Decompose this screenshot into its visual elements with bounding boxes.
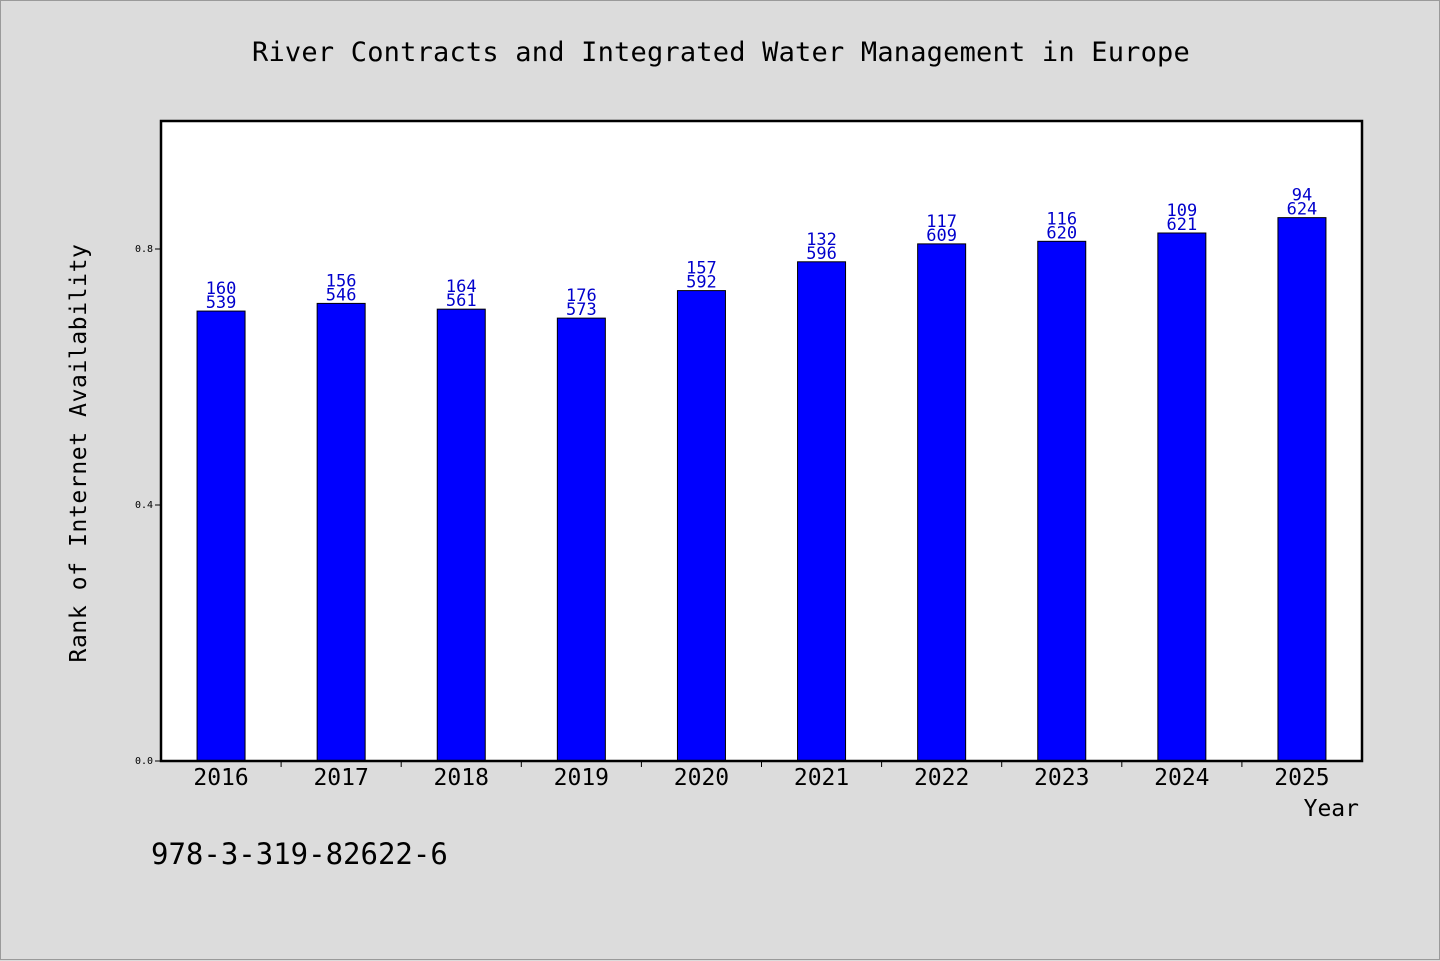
x-tick-label: 2017	[313, 765, 368, 791]
data-label-top: 117	[926, 212, 957, 232]
data-label-top: 176	[566, 286, 597, 306]
isbn-text: 978-3-319-82622-6	[151, 837, 448, 871]
x-tick-label: 2022	[914, 765, 969, 791]
y-tick-label: 0.4	[135, 500, 153, 511]
data-label-bottom: 620	[1046, 223, 1077, 243]
data-label-bottom: 546	[326, 285, 357, 305]
data-label-bottom: 561	[446, 291, 477, 311]
data-label-bottom: 573	[566, 300, 597, 320]
bar	[316, 302, 366, 762]
bar	[676, 290, 726, 762]
data-label-top: 116	[1046, 209, 1077, 229]
bar	[1277, 217, 1327, 762]
x-axis-label: Year	[1303, 796, 1359, 822]
y-tick-label: 0.0	[135, 756, 153, 767]
data-label-bottom: 592	[686, 273, 717, 293]
y-tick-label: 0.8	[135, 244, 153, 255]
x-tick-label: 2016	[193, 765, 248, 791]
data-label-top: 156	[326, 271, 357, 291]
data-label-bottom: 609	[926, 226, 957, 246]
x-tick-label: 2021	[794, 765, 849, 791]
bar	[797, 261, 847, 762]
x-tick-label: 2019	[554, 765, 609, 791]
data-label-bottom: 624	[1287, 200, 1318, 220]
data-label-bottom: 539	[206, 293, 237, 313]
x-tick-label: 2025	[1274, 765, 1329, 791]
data-label-top: 94	[1292, 186, 1312, 206]
data-label-top: 109	[1166, 201, 1197, 221]
bar	[556, 317, 606, 762]
data-label-bottom: 621	[1166, 215, 1197, 235]
data-label-top: 157	[686, 259, 717, 279]
data-label-bottom: 596	[806, 244, 837, 264]
data-label-top: 132	[806, 230, 837, 250]
bar	[917, 243, 967, 762]
x-tick-label: 2024	[1154, 765, 1209, 791]
data-label-top: 164	[446, 277, 477, 297]
bar	[436, 308, 486, 762]
bar	[196, 310, 246, 762]
x-tick-label: 2023	[1034, 765, 1089, 791]
x-tick-label: 2020	[674, 765, 729, 791]
x-tick-label: 2018	[434, 765, 489, 791]
data-label-top: 160	[206, 279, 237, 299]
bar	[1037, 240, 1087, 762]
chart-title: River Contracts and Integrated Water Man…	[252, 37, 1190, 68]
bar	[1157, 232, 1207, 762]
plot-border	[159, 119, 1364, 763]
